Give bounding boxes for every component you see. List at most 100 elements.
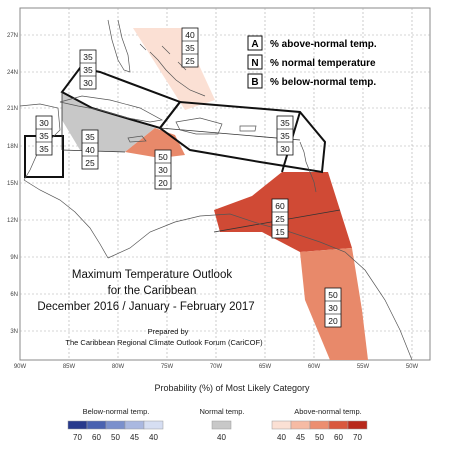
lon-label: 70W: [210, 364, 223, 370]
value-normal: 30: [328, 303, 338, 313]
lat-label: 18N: [7, 144, 18, 150]
lat-label: 15N: [7, 181, 18, 187]
coast-yucatan: [19, 103, 61, 181]
lon-label: 50W: [406, 364, 419, 370]
scale-swatch: [290, 420, 311, 430]
value-below: 25: [85, 158, 95, 168]
scale-tick-label: 40: [149, 433, 158, 442]
valuebox-jamaica-cayman: 35 40 25: [81, 129, 99, 170]
lon-label: 75W: [161, 364, 174, 370]
valuebox-hispaniola-pr: 35 35 30: [276, 115, 294, 156]
scale-tick-label: 50: [111, 433, 120, 442]
prepared-by: Prepared by: [148, 327, 189, 336]
coastlines: [19, 19, 413, 361]
value-normal: 35: [39, 131, 49, 141]
legend-text-N: % normal temperature: [270, 58, 376, 69]
scale-swatch: [105, 420, 126, 430]
valuebox-bahamas: 40 35 25: [181, 27, 199, 68]
scale-heading: Probability (%) of Most Likely Category: [154, 383, 310, 393]
value-below: 30: [83, 78, 93, 88]
legend-letter-B: B: [251, 77, 258, 88]
coast-florida: [107, 19, 131, 73]
value-normal: 35: [185, 43, 195, 53]
scale-tick-label: 70: [353, 433, 362, 442]
lon-label: 85W: [63, 364, 76, 370]
scale-tick-label: 50: [315, 433, 324, 442]
lon-label: 80W: [112, 364, 125, 370]
coast-cuba: [59, 95, 164, 123]
valuebox-guianas: 50 30 20: [324, 287, 342, 328]
graticule: [20, 8, 430, 360]
coast-puerto-rico: [239, 125, 257, 132]
value-above: 30: [39, 118, 49, 128]
lon-labels: 90W 85W 80W 75W 70W 65W 60W 55W 50W: [14, 364, 419, 370]
value-normal: 40: [85, 145, 95, 155]
coast-central-america: [23, 179, 109, 259]
coast-bahamas: [149, 51, 206, 97]
coast-jamaica: [127, 135, 147, 143]
scale-normal-swatches: 40: [211, 420, 232, 442]
value-above: 40: [185, 30, 195, 40]
region-outline-hispaniola-pr: [158, 100, 327, 174]
legend-text-A: % above-normal temp.: [270, 39, 377, 50]
legend-letter-A: A: [251, 39, 258, 50]
value-above: 35: [83, 52, 93, 62]
scale-swatch: [347, 420, 368, 430]
coast-lesser-antilles: [299, 141, 317, 193]
lat-label: 3N: [10, 329, 18, 335]
region-bahamas: [133, 28, 215, 110]
value-above: 60: [275, 201, 285, 211]
valuebox-cuba-bahamas: 35 35 30: [79, 49, 97, 90]
category-legend: A % above-normal temp. N % normal temper…: [247, 35, 377, 89]
scale-tick-label: 40: [277, 433, 286, 442]
scale-normal-label: Normal temp.: [199, 407, 244, 416]
scale-tick-label: 60: [334, 433, 343, 442]
lon-label: 65W: [259, 364, 272, 370]
lat-label: 9N: [10, 255, 18, 261]
scale-swatch: [328, 420, 349, 430]
lat-label: 12N: [7, 218, 18, 224]
lat-label: 6N: [10, 292, 18, 298]
scale-below-label: Below-normal temp.: [83, 407, 150, 416]
lon-label: 90W: [14, 364, 27, 370]
valuebox-eastern-caribbean: 60 25 15: [271, 198, 289, 239]
scale-tick-label: 60: [92, 433, 101, 442]
coast-hispaniola: [175, 117, 223, 135]
lon-label: 60W: [308, 364, 321, 370]
title-line-2: for the Caribbean: [108, 285, 197, 297]
prepared-org: The Caribbean Regional Climate Outlook F…: [65, 338, 263, 347]
legend-box-A: [247, 35, 263, 51]
value-normal: 35: [280, 131, 290, 141]
scale-swatch: [309, 420, 330, 430]
scale-swatch: [86, 420, 107, 430]
value-below: 20: [328, 316, 338, 326]
value-above: 35: [280, 118, 290, 128]
lon-label: 55W: [357, 364, 370, 370]
scale-above-label: Above-normal temp.: [294, 407, 362, 416]
scale-tick-label: 45: [296, 433, 305, 442]
value-below: 30: [280, 144, 290, 154]
title-block: Maximum Temperature Outlook for the Cari…: [37, 269, 263, 347]
scale-swatch: [271, 420, 292, 430]
scale-swatch: [67, 420, 88, 430]
valuebox-belize: 30 35 35: [35, 115, 53, 156]
lat-label: 27N: [7, 33, 18, 39]
scale-tick-label: 70: [73, 433, 82, 442]
legend-text-B: % below-normal temp.: [270, 77, 376, 88]
value-above: 50: [158, 152, 168, 162]
legend-box-N: [247, 54, 263, 70]
scale-swatch: [124, 420, 145, 430]
scale-tick-label: 40: [217, 433, 226, 442]
scale-tick-label: 45: [130, 433, 139, 442]
scale-swatch: [143, 420, 164, 430]
value-above: 50: [328, 290, 338, 300]
legend-letter-N: N: [251, 58, 258, 69]
lat-labels: 27N 24N 21N 18N 15N 12N 9N 6N 3N: [7, 33, 18, 335]
value-below: 20: [158, 178, 168, 188]
value-normal: 30: [158, 165, 168, 175]
value-above: 35: [85, 132, 95, 142]
scale-swatch: [211, 420, 232, 430]
value-normal: 35: [83, 65, 93, 75]
lat-label: 24N: [7, 70, 18, 76]
